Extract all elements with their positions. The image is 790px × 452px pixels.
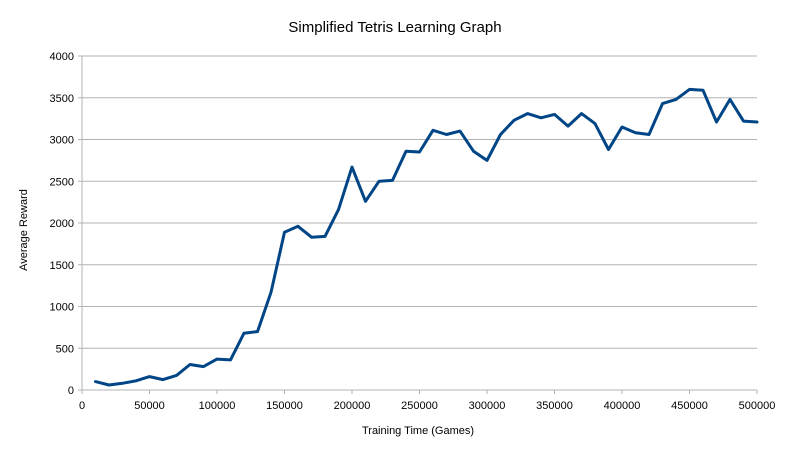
data-point: [661, 102, 664, 105]
data-point: [432, 129, 435, 132]
x-tick-label: 200000: [334, 400, 371, 412]
x-tick-label: 0: [79, 400, 85, 412]
data-point: [702, 89, 705, 92]
series-line: [94, 87, 759, 387]
data-point: [162, 378, 165, 381]
data-point: [121, 382, 124, 385]
data-point: [189, 363, 192, 366]
data-point: [594, 122, 597, 125]
data-point: [688, 88, 691, 91]
data-point: [675, 98, 678, 101]
data-point: [499, 133, 502, 136]
series-layer: [94, 87, 759, 387]
y-tick-label: 500: [56, 343, 74, 355]
data-point: [135, 379, 138, 382]
data-point: [459, 130, 462, 133]
axes: [78, 55, 758, 394]
x-tick-label: 250000: [401, 400, 438, 412]
data-point: [715, 120, 718, 123]
x-tick-label: 150000: [266, 400, 303, 412]
data-point: [634, 131, 637, 134]
y-tick-label: 4000: [50, 51, 74, 63]
data-point: [351, 166, 354, 169]
data-point: [108, 383, 111, 386]
data-point: [553, 113, 556, 116]
data-point: [175, 374, 178, 377]
data-point: [405, 150, 408, 153]
y-axis-label: Average Reward: [18, 189, 30, 271]
grid-lines: [82, 55, 757, 391]
data-point: [567, 125, 570, 128]
y-tick-label: 2500: [50, 176, 74, 188]
x-tick-label: 400000: [604, 400, 641, 412]
data-point: [540, 116, 543, 119]
x-tick-label: 300000: [469, 400, 506, 412]
y-tick-label: 0: [68, 385, 74, 397]
data-point: [229, 358, 232, 361]
data-point: [283, 231, 286, 234]
data-point: [729, 98, 732, 101]
y-tick-label: 3500: [50, 93, 74, 105]
data-point: [621, 125, 624, 128]
y-tick-label: 2000: [50, 218, 74, 230]
data-point: [337, 208, 340, 211]
data-point: [270, 291, 273, 294]
data-point: [364, 200, 367, 203]
x-tick-label: 350000: [536, 400, 573, 412]
x-tick-label: 100000: [199, 400, 236, 412]
data-point: [580, 112, 583, 115]
data-point: [148, 375, 151, 378]
y-tick-label: 1500: [50, 260, 74, 272]
tick-labels: 0 500 1000 1500 2000 2500 3000 3500 4000 0 50000 10…: [50, 51, 776, 412]
data-point: [648, 133, 651, 136]
x-tick-label: 500000: [739, 400, 776, 412]
y-tick-label: 3000: [50, 135, 74, 147]
data-point: [607, 148, 610, 151]
data-point: [391, 179, 394, 182]
chart-title: Simplified Tetris Learning Graph: [288, 19, 501, 36]
y-tick-label: 1000: [50, 302, 74, 314]
data-point: [756, 120, 759, 123]
data-point: [216, 358, 219, 361]
data-point: [243, 332, 246, 335]
data-point: [202, 365, 205, 368]
data-point: [742, 120, 745, 123]
x-tick-label: 450000: [671, 400, 708, 412]
data-point: [297, 225, 300, 228]
data-point: [486, 159, 489, 162]
x-tick-label: 50000: [134, 400, 165, 412]
data-point: [324, 235, 327, 238]
data-point: [418, 151, 421, 154]
data-point: [310, 236, 313, 239]
data-point: [256, 330, 259, 333]
data-point: [378, 180, 381, 183]
data-point: [526, 112, 529, 115]
data-point: [513, 119, 516, 122]
data-point: [472, 150, 475, 153]
data-point: [445, 133, 448, 136]
data-point: [94, 380, 97, 383]
x-axis-label: Training Time (Games): [362, 425, 474, 437]
